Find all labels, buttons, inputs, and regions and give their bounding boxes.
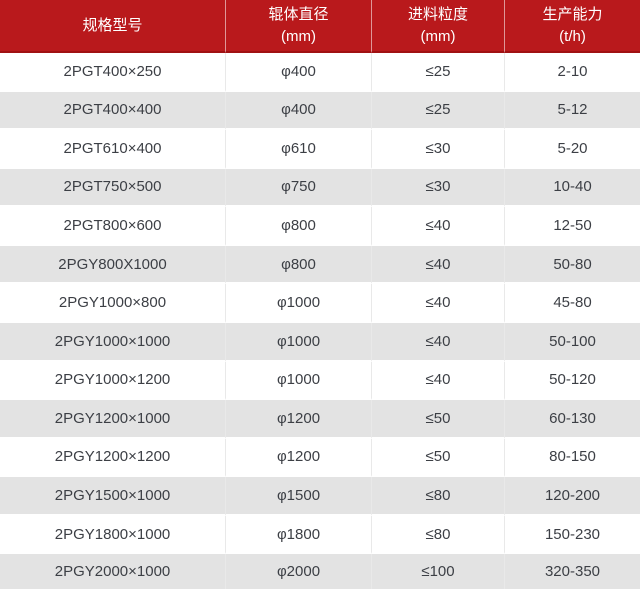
table-cell: φ1000 [226, 284, 372, 323]
table-cell: 50-80 [505, 245, 640, 285]
table-cell: φ800 [226, 245, 372, 285]
table-cell: 80-150 [505, 438, 640, 478]
table-cell: 12-50 [505, 207, 640, 246]
col-header-label: 生产能力 [542, 5, 603, 23]
table-cell: ≤30 [372, 168, 505, 208]
table-cell: φ400 [226, 91, 372, 131]
table-row: 2PGT800×600 φ800 ≤40 12-50 [0, 207, 640, 246]
table-cell: 2PGT400×400 [0, 91, 226, 131]
table-cell: ≤40 [372, 245, 505, 285]
table-cell: 2PGY1200×1200 [0, 438, 226, 478]
col-header-label: 辊体直径 [268, 5, 329, 23]
table-cell: 2-10 [505, 53, 640, 92]
table-cell: φ1500 [226, 477, 372, 516]
table-cell: 2PGY1000×1000 [0, 322, 226, 362]
table-cell: φ610 [226, 130, 372, 169]
table-cell: 2PGY800X1000 [0, 245, 226, 285]
table-cell: φ800 [226, 207, 372, 246]
table-row: 2PGT750×500 φ750 ≤30 10-40 [0, 168, 640, 208]
table-cell: ≤100 [372, 554, 505, 589]
col-header-feed-size: 进料粒度 (mm) [372, 0, 505, 53]
table-cell: 2PGY1000×800 [0, 284, 226, 323]
table-cell: φ1800 [226, 515, 372, 555]
table-cell: 50-120 [505, 361, 640, 401]
table-row: 2PGY1000×1200 φ1000 ≤40 50-120 [0, 361, 640, 401]
table-cell: ≤80 [372, 515, 505, 555]
table-row: 2PGY1000×1000 φ1000 ≤40 50-100 [0, 322, 640, 362]
table-cell: 45-80 [505, 284, 640, 323]
table-cell: 2PGT800×600 [0, 207, 226, 246]
table-cell: φ1000 [226, 361, 372, 401]
col-header-label: 进料粒度 [407, 5, 468, 23]
table-cell: ≤30 [372, 130, 505, 169]
table-row: 2PGT400×400 φ400 ≤25 5-12 [0, 91, 640, 131]
table-cell: ≤80 [372, 477, 505, 516]
header-row: 规格型号 辊体直径 (mm) 进料粒度 (mm) 生产能力 (t/h) [0, 0, 640, 53]
table-cell: φ1200 [226, 400, 372, 439]
table-cell: 2PGT610×400 [0, 130, 226, 169]
table-cell: φ1000 [226, 322, 372, 362]
table-row: 2PGT400×250 φ400 ≤25 2-10 [0, 53, 640, 92]
table-cell: 2PGT400×250 [0, 53, 226, 92]
table-cell: ≤25 [372, 91, 505, 131]
table-cell: φ2000 [226, 554, 372, 589]
table-cell: ≤40 [372, 322, 505, 362]
table-cell: 50-100 [505, 322, 640, 362]
table-cell: 2PGT750×500 [0, 168, 226, 208]
table-cell: 320-350 [505, 554, 640, 589]
col-header-label: 规格型号 [82, 16, 143, 34]
table-body: 2PGT400×250 φ400 ≤25 2-10 2PGT400×400 φ400 ≤25… [0, 53, 640, 589]
col-header-unit: (mm) [420, 27, 456, 45]
table-cell: 10-40 [505, 168, 640, 208]
table-row: 2PGY1500×1000 φ1500 ≤80 120-200 [0, 477, 640, 516]
table-cell: φ400 [226, 53, 372, 92]
table-cell: 2PGY1200×1000 [0, 400, 226, 439]
col-header-capacity: 生产能力 (t/h) [505, 0, 640, 53]
col-header-unit: (mm) [281, 27, 316, 45]
table-header: 规格型号 辊体直径 (mm) 进料粒度 (mm) 生产能力 (t/h) [0, 0, 640, 53]
table-cell: 5-12 [505, 91, 640, 131]
table-cell: ≤50 [372, 400, 505, 439]
table-cell: 2PGY1000×1200 [0, 361, 226, 401]
table-cell: 2PGY1500×1000 [0, 477, 226, 516]
table-cell: ≤40 [372, 284, 505, 323]
table-cell: 60-130 [505, 400, 640, 439]
table-cell: φ1200 [226, 438, 372, 478]
table-cell: ≤40 [372, 361, 505, 401]
table-cell: 120-200 [505, 477, 640, 516]
table-cell: ≤50 [372, 438, 505, 478]
table-row: 2PGY1000×800 φ1000 ≤40 45-80 [0, 284, 640, 323]
table-row: 2PGY2000×1000 φ2000 ≤100 320-350 [0, 554, 640, 589]
table-row: 2PGT610×400 φ610 ≤30 5-20 [0, 130, 640, 169]
table-cell: 150-230 [505, 515, 640, 555]
table-cell: ≤40 [372, 207, 505, 246]
table-row: 2PGY1200×1000 φ1200 ≤50 60-130 [0, 400, 640, 439]
table-cell: ≤25 [372, 53, 505, 92]
table-row: 2PGY1200×1200 φ1200 ≤50 80-150 [0, 438, 640, 478]
table-row: 2PGY800X1000 φ800 ≤40 50-80 [0, 245, 640, 285]
table-cell: φ750 [226, 168, 372, 208]
table-cell: 2PGY1800×1000 [0, 515, 226, 555]
table-cell: 2PGY2000×1000 [0, 554, 226, 589]
table-cell: 5-20 [505, 130, 640, 169]
col-header-unit: (t/h) [559, 27, 586, 45]
col-header-roller-diameter: 辊体直径 (mm) [226, 0, 372, 53]
col-header-spec-model: 规格型号 [0, 0, 226, 53]
table-row: 2PGY1800×1000 φ1800 ≤80 150-230 [0, 515, 640, 555]
